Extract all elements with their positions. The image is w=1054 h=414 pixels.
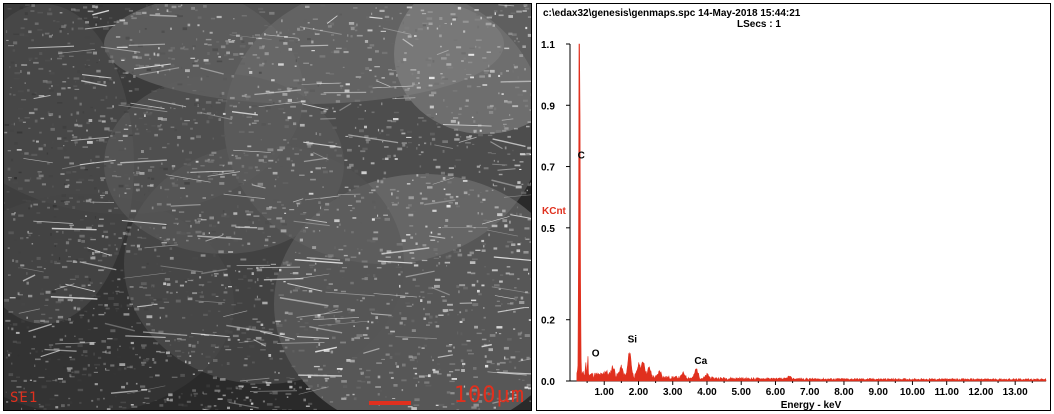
x-tick-label: 2.00 (629, 387, 649, 398)
y-tick-label: 0.5 (541, 224, 555, 235)
sem-mode-label: SE1 (10, 390, 39, 406)
sem-scale-bar (369, 401, 411, 405)
x-axis-label: Energy - keV (781, 400, 842, 410)
spectrum-lsecs-line: LSecs : 1 (737, 19, 781, 30)
peak-label-c: C (578, 150, 585, 161)
x-tick-label: 4.00 (697, 387, 717, 398)
x-tick-label: 13.00 (1003, 387, 1028, 398)
y-tick-label: 0.2 (541, 316, 555, 327)
eds-spectrum-panel: c:\edax32\genesis\genmaps.spc 14-May-201… (536, 3, 1051, 411)
plot-area: 0.0 0.2 0.5 0.7 0.9 1.1 1.00 2.00 3.00 4.00 5.00 6.… (541, 40, 1047, 398)
x-tick-label: 5.00 (731, 387, 751, 398)
y-tick-label: 0.9 (541, 101, 555, 112)
x-tick-label: 6.00 (766, 387, 786, 398)
y-tick-label: 0.7 (541, 163, 555, 174)
x-tick-label: 12.00 (968, 387, 993, 398)
x-tick-label: 11.00 (934, 387, 959, 398)
x-tick-label: 7.00 (800, 387, 820, 398)
x-tick-label: 8.00 (834, 387, 854, 398)
sem-scale-label: 100µm (453, 383, 525, 408)
sem-micrograph (4, 4, 531, 410)
y-tick-label: 1.1 (541, 40, 555, 51)
eds-spectrum-chart: c:\edax32\genesis\genmaps.spc 14-May-201… (541, 8, 1047, 410)
y-tick-label: 0.0 (541, 377, 555, 388)
peak-label-si: Si (628, 334, 638, 345)
peak-label-o: O (592, 349, 600, 360)
peak-label-ca: Ca (694, 356, 707, 367)
y-axis-label: KCnt (542, 206, 567, 217)
x-tick-label: 9.00 (868, 387, 888, 398)
spectrum-file-line: c:\edax32\genesis\genmaps.spc 14-May-201… (543, 8, 801, 19)
x-tick-label: 3.00 (663, 387, 683, 398)
sem-image-panel: SE1 100µm (3, 3, 532, 411)
x-tick-label: 10.00 (900, 387, 925, 398)
spectrum-series (576, 43, 1047, 382)
x-tick-label: 1.00 (595, 387, 615, 398)
